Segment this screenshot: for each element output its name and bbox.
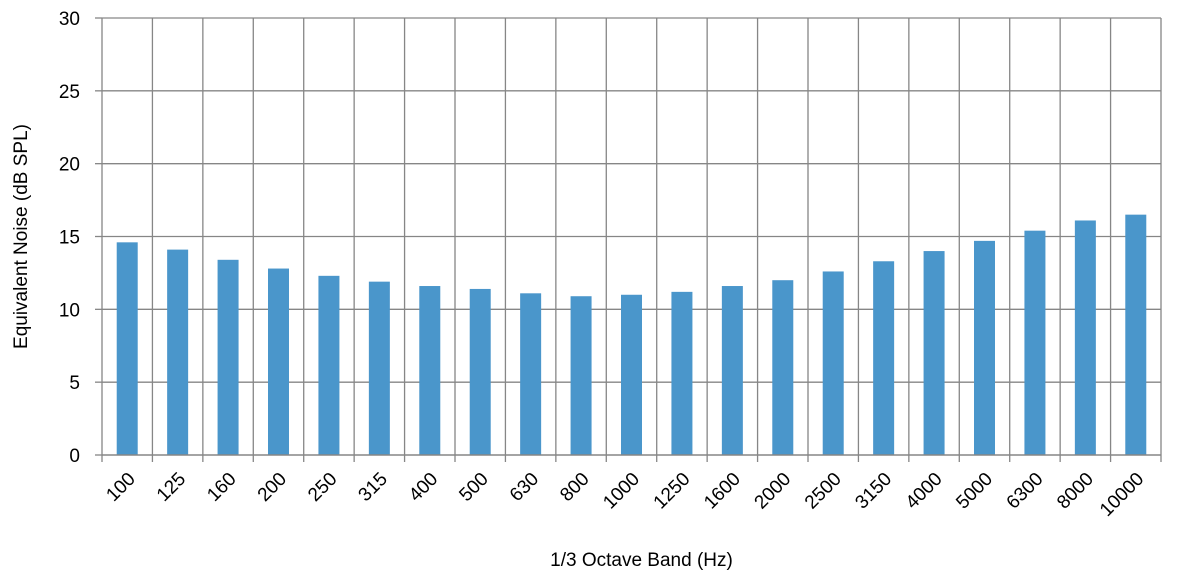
y-tick-label: 10 xyxy=(59,300,80,321)
bars xyxy=(116,214,1147,455)
bar-400 xyxy=(419,286,441,455)
bar-8000 xyxy=(1074,220,1096,455)
x-axis-title: 1/3 Octave Band (Hz) xyxy=(550,550,733,571)
y-tick-label: 0 xyxy=(69,446,80,467)
y-tick-label: 5 xyxy=(69,373,80,394)
x-tick-label: 1000 xyxy=(599,469,644,514)
bar-630 xyxy=(520,293,542,455)
grid-lines xyxy=(101,17,1162,462)
x-tick-label: 200 xyxy=(254,469,291,506)
bar-2500 xyxy=(822,271,844,455)
bar-200 xyxy=(268,268,289,455)
y-axis-title: Equivalent Noise (dB SPL) xyxy=(11,124,32,349)
x-tick-label: 2500 xyxy=(801,469,846,514)
x-tick-label: 500 xyxy=(455,469,492,506)
bar-125 xyxy=(167,249,189,455)
y-tick-label: 20 xyxy=(59,155,80,176)
x-tick-label: 6300 xyxy=(1003,469,1048,514)
x-tick-label: 1600 xyxy=(700,469,745,514)
bar-10000 xyxy=(1125,214,1147,455)
x-tick-label: 800 xyxy=(556,469,593,506)
bar-500 xyxy=(469,288,491,455)
bar-2000 xyxy=(772,280,794,455)
x-tick-label: 5000 xyxy=(952,469,997,514)
x-tick-label: 2000 xyxy=(751,469,796,514)
bar-800 xyxy=(570,296,592,455)
axes xyxy=(95,17,1161,456)
y-tick-labels: 0 5 10 15 20 25 30 xyxy=(59,9,80,467)
y-tick-label: 30 xyxy=(59,9,80,30)
y-tick-label: 15 xyxy=(59,228,80,249)
bar-100 xyxy=(116,242,138,455)
x-tick-label: 100 xyxy=(102,469,139,506)
x-tick-label: 315 xyxy=(355,469,392,506)
x-tick-label: 1250 xyxy=(650,469,695,514)
x-tick-label: 160 xyxy=(203,469,240,506)
bar-3150 xyxy=(873,261,895,455)
bar-160 xyxy=(217,259,239,455)
x-tick-label: 10000 xyxy=(1096,469,1148,521)
bar-4000 xyxy=(923,251,945,455)
bar-250 xyxy=(318,275,340,455)
bar-6300 xyxy=(1024,230,1046,455)
x-tick-label: 400 xyxy=(405,469,442,506)
x-tick-label: 8000 xyxy=(1053,469,1098,514)
bar-1600 xyxy=(721,286,743,455)
bar-5000 xyxy=(974,240,995,455)
bar-1250 xyxy=(671,291,693,455)
bar-315 xyxy=(368,281,390,455)
x-tick-label: 3150 xyxy=(851,469,896,514)
x-tick-labels: 100 125 160 200 250 315 400 500 630 800 1000 1250 16… xyxy=(102,469,1148,521)
x-tick-label: 4000 xyxy=(902,469,947,514)
bar-1000 xyxy=(621,294,642,455)
y-tick-label: 25 xyxy=(59,82,80,103)
x-tick-label: 125 xyxy=(153,469,190,506)
x-tick-label: 250 xyxy=(304,469,341,506)
x-tick-label: 630 xyxy=(506,469,543,506)
